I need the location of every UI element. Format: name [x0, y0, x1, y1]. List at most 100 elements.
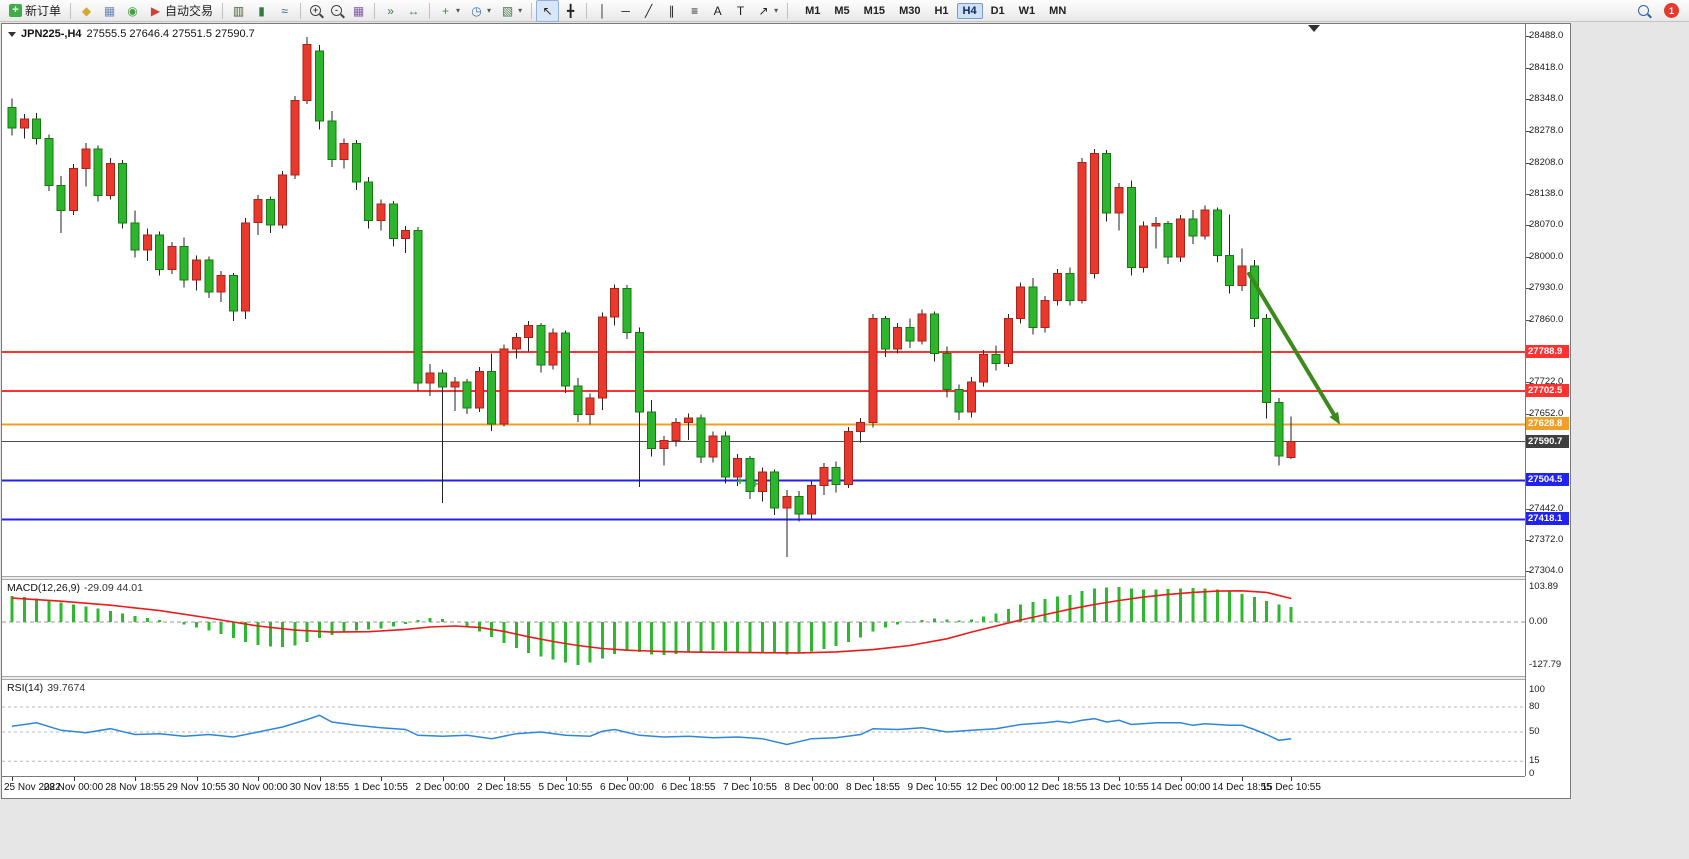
trend-arrow[interactable]: [1247, 271, 1340, 425]
autotrading-label: 自动交易: [165, 4, 214, 18]
price-tick-mark: [1526, 571, 1530, 573]
rsi-splitter[interactable]: [2, 676, 1570, 680]
macd-canvas[interactable]: [2, 580, 1525, 676]
timeframe-m1[interactable]: M1: [805, 4, 821, 17]
timeframe-mn[interactable]: MN: [1049, 4, 1067, 17]
horizontal-line-tool-button[interactable]: ─: [614, 0, 637, 22]
time-tick: [750, 777, 751, 781]
timeframe-h4[interactable]: H4: [956, 2, 983, 19]
arrows-tool-dropdown-arrow[interactable]: ▾: [774, 6, 779, 15]
time-label: 8 Dec 18:55: [846, 782, 900, 793]
chart-title: JPN225-,H4 27555.5 27646.4 27551.5 27590…: [8, 28, 255, 40]
autotrading-button[interactable]: ▶ 自动交易: [144, 0, 218, 22]
price-tick-label: 28070.0: [1529, 219, 1564, 230]
price-tick-mark: [1526, 382, 1530, 384]
timeframe-d1[interactable]: D1: [990, 4, 1005, 17]
time-label: 5 Dec 10:55: [538, 782, 593, 793]
timeframe-m5[interactable]: M5: [834, 4, 850, 17]
macd-label: MACD(12,26,9): [7, 582, 80, 594]
time-tick: [442, 777, 444, 781]
time-label: 15 Dec 10:55: [1261, 782, 1321, 793]
price-chart-canvas[interactable]: [2, 24, 1525, 576]
macd-splitter[interactable]: [2, 576, 1570, 580]
crosshair-icon: ╋: [566, 3, 575, 18]
time-label: 14 Dec 00:00: [1150, 782, 1211, 793]
timeframe-w1[interactable]: W1: [1018, 4, 1036, 17]
fibonacci-tool-button[interactable]: ≡: [683, 0, 706, 22]
templates-icon: ▧: [501, 3, 514, 18]
bar-chart-mode-button[interactable]: ▥: [227, 0, 250, 22]
toolbar-right-group: 1: [1633, 0, 1685, 22]
metaeditor-button[interactable]: ◆: [75, 0, 98, 22]
vertical-line-tool-icon: │: [598, 3, 607, 18]
tile-windows-button[interactable]: ▦: [347, 0, 370, 22]
macd-values: -29.09 44.01: [83, 582, 143, 594]
toolbar-separator: [429, 2, 431, 19]
price-tick-mark: [1526, 131, 1530, 133]
time-tick: [996, 777, 997, 781]
time-label: 25 Nov 2022: [4, 782, 61, 793]
toolbar-separator: [531, 2, 533, 19]
workspace-background: JPN225-,H4 27555.5 27646.4 27551.5 27590…: [0, 22, 1689, 859]
search-button[interactable]: [1633, 0, 1654, 22]
timeframe-h1[interactable]: H1: [934, 4, 949, 17]
zoom-out-button[interactable]: -: [326, 0, 347, 22]
periods-button[interactable]: ◷ ▾: [465, 0, 496, 22]
time-tick: [504, 777, 505, 781]
time-tick: [873, 777, 874, 781]
candlestick-mode-button[interactable]: ▮: [250, 0, 273, 22]
new-order-button[interactable]: + 新订单: [4, 0, 66, 22]
chart-menu-icon[interactable]: [8, 31, 16, 37]
text-tool-button[interactable]: A: [706, 0, 729, 22]
indicators-button[interactable]: + ▾: [434, 0, 465, 22]
time-tick: [1180, 777, 1182, 781]
label-tool-button[interactable]: T: [729, 0, 752, 22]
trendline-tool-button[interactable]: ╱: [637, 0, 660, 22]
channel-tool-button[interactable]: ∥: [660, 0, 683, 22]
price-tick-mark: [1526, 508, 1530, 510]
price-badge: 27788.9: [1526, 344, 1569, 358]
time-tick: [1119, 777, 1120, 781]
price-tick-label: 27722.0: [1529, 376, 1564, 388]
templates-dropdown-arrow[interactable]: ▾: [518, 6, 523, 15]
rsi-canvas[interactable]: [2, 680, 1525, 776]
price-tick-label: 27860.0: [1529, 313, 1564, 325]
toolbar-separator: [586, 2, 588, 19]
chart-window-button[interactable]: ▦: [98, 0, 121, 22]
time-tick: [12, 777, 13, 781]
price-tick-mark: [1526, 225, 1530, 226]
price-scale[interactable]: 28488.0 28418.0 28348.0 28278.0 28208.0 28138…: [1525, 24, 1570, 779]
vertical-line-tool-button[interactable]: │: [591, 0, 614, 22]
crosshair-button[interactable]: ╋: [559, 0, 582, 22]
rsi-scale-label: 50: [1529, 726, 1540, 737]
news-button[interactable]: ◉: [121, 0, 144, 22]
timeframe-m15[interactable]: M15: [863, 4, 886, 17]
time-tick: [811, 777, 813, 781]
periods-dropdown-arrow[interactable]: ▾: [487, 6, 492, 15]
time-axis[interactable]: 25 Nov 2022 28 Nov 00:00 28 Nov 18:55 29 No…: [2, 776, 1525, 797]
time-tick: [1057, 777, 1059, 781]
chart-window-icon: ▦: [103, 3, 116, 18]
zoom-in-button[interactable]: +: [305, 0, 326, 22]
timeframe-m30[interactable]: M30: [899, 4, 921, 17]
templates-button[interactable]: ▧ ▾: [496, 0, 527, 22]
notifications-badge[interactable]: 1: [1664, 3, 1679, 18]
price-tick-mark: [1526, 413, 1530, 415]
toolbar-separator: [70, 2, 72, 19]
auto-scroll-button[interactable]: »: [379, 0, 402, 22]
text-tool-icon: A: [713, 3, 722, 18]
line-chart-mode-button[interactable]: ≈: [273, 0, 296, 22]
indicators-dropdown-arrow[interactable]: ▾: [456, 6, 461, 15]
price-tick-mark: [1526, 67, 1530, 69]
chart-title-ohlc: 27555.5 27646.4 27551.5 27590.7: [86, 28, 255, 40]
price-tick-label: 28278.0: [1529, 125, 1564, 137]
macd-scale-label: 103.89: [1529, 581, 1559, 593]
price-badge: 27418.1: [1526, 512, 1569, 526]
chart-shift-icon: ↔: [407, 3, 420, 18]
chart-shift-button[interactable]: ↔: [402, 0, 425, 22]
cursor-button[interactable]: ↖: [536, 0, 560, 22]
arrows-tool-button[interactable]: ↗ ▾: [752, 0, 783, 22]
time-label: 30 Nov 00:00: [228, 782, 288, 793]
time-tick: [135, 777, 136, 781]
metaeditor-icon: ◆: [81, 3, 92, 18]
